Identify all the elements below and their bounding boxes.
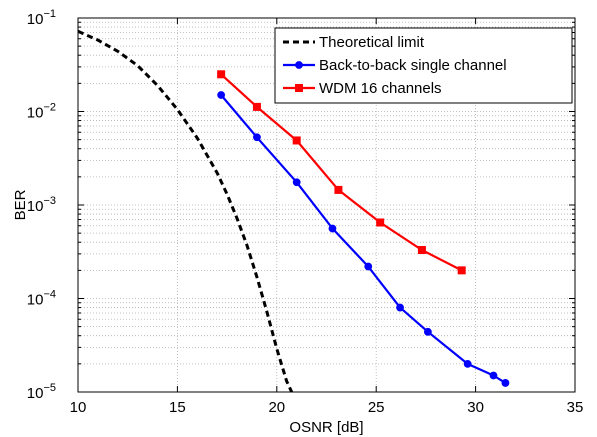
series-2 (217, 91, 510, 387)
data-point (253, 133, 261, 142)
data-point (292, 178, 301, 187)
x-tick-label: 30 (467, 399, 484, 416)
x-tick-label: 20 (268, 399, 285, 416)
y-tick-label: 10−4 (27, 289, 56, 309)
data-point (292, 136, 301, 145)
y-tick-label: 10−1 (27, 8, 56, 28)
x-tick-label: 25 (368, 399, 385, 416)
x-tick-labels: 10 15 20 25 30 35 (70, 399, 584, 416)
data-point (376, 218, 385, 227)
legend-marker (295, 61, 303, 69)
series-1 (77, 29, 294, 393)
data-point (489, 371, 498, 380)
x-axis-label: OSNR [dB] (289, 419, 363, 436)
legend-label: Back-to-back single channel (319, 57, 507, 74)
data-point (457, 266, 466, 275)
data-point (328, 224, 337, 233)
x-tick-label: 10 (70, 399, 87, 416)
data-point (217, 91, 226, 99)
y-tick-label: 10−2 (27, 102, 56, 122)
data-point (463, 359, 472, 368)
x-tick-label: 35 (567, 399, 584, 416)
data-point (396, 303, 404, 312)
data-point (217, 70, 226, 79)
legend-box (274, 27, 573, 104)
legend-label: WDM 16 channels (319, 80, 442, 97)
data-point (423, 327, 432, 336)
data-point (364, 262, 373, 271)
legend-label: Theoretical limit (319, 34, 425, 51)
series-layer (77, 29, 510, 393)
legend-marker (295, 84, 303, 92)
series-line (220, 94, 506, 384)
series-3 (217, 70, 466, 275)
y-axis-label: BER (12, 189, 29, 220)
data-point (334, 185, 343, 194)
data-point (501, 379, 510, 387)
y-tick-labels: 10−5 10−4 10−3 10−2 10−1 (27, 8, 56, 402)
series-line (77, 29, 294, 393)
data-point (252, 102, 261, 111)
data-point (417, 246, 426, 255)
y-tick-label: 10−3 (27, 195, 56, 215)
axis-ticks (77, 17, 576, 393)
y-tick-label: 10−5 (27, 382, 56, 402)
legend: Theoretical limit Back-to-back single cha… (274, 27, 573, 104)
x-tick-label: 15 (169, 399, 186, 416)
